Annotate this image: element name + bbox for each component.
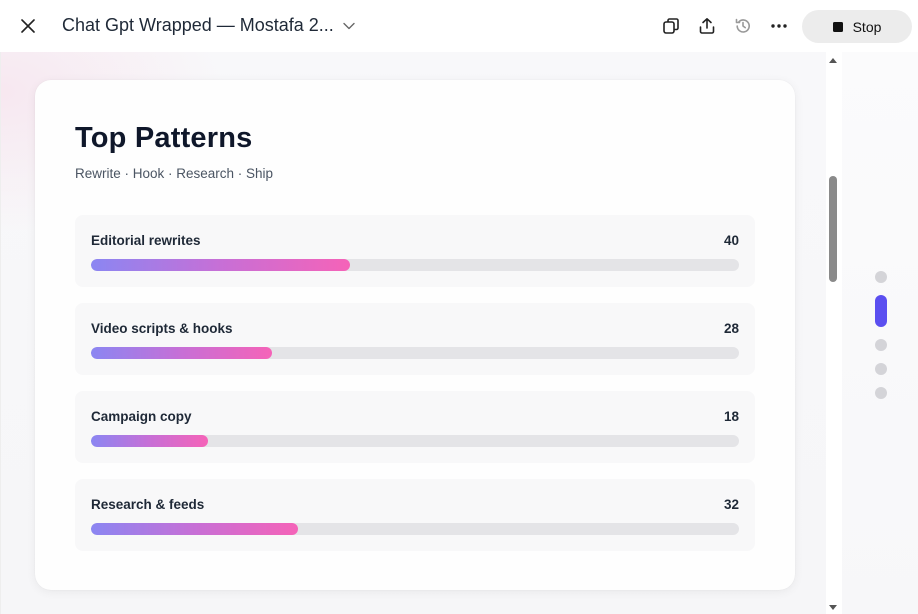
pattern-row: Editorial rewrites 40 [75,215,755,287]
close-icon [21,19,35,33]
pattern-count: 32 [723,497,739,512]
pattern-label: Research & feeds [91,497,205,512]
share-icon [699,18,715,34]
card-subtitle: Rewrite · Hook · Research · Ship [75,166,274,181]
pattern-row: Campaign copy 18 [75,391,755,463]
pattern-count: 40 [723,233,739,248]
slide-dot-active[interactable] [875,295,887,327]
scroll-down-arrow[interactable] [829,605,837,610]
slide-dot[interactable] [875,271,887,283]
pattern-label: Campaign copy [91,409,192,424]
title-dropdown-button[interactable] [340,17,358,35]
progress-track [91,435,739,447]
stop-button[interactable]: Stop [802,10,912,43]
more-icon [771,24,787,28]
pattern-label: Video scripts & hooks [91,321,233,336]
chevron-down-icon [343,22,355,30]
stop-icon [832,21,843,32]
progress-fill [91,259,351,271]
progress-track [91,259,739,271]
close-button[interactable] [16,14,40,38]
slide-dot[interactable] [875,387,887,399]
pattern-label: Editorial rewrites [91,233,201,248]
top-bar: Chat Gpt Wrapped — Mostafa 2... Stop [0,0,918,52]
vertical-scrollbar[interactable] [826,52,842,614]
progress-fill [91,435,208,447]
copy-button[interactable] [659,14,683,38]
slide-pager-rail [842,52,918,614]
pattern-row: Video scripts & hooks 28 [75,303,755,375]
card-title: Top Patterns [75,122,253,154]
progress-track [91,347,739,359]
pattern-row: Research & feeds 32 [75,479,755,551]
pattern-count: 18 [723,409,739,424]
history-icon [735,18,750,33]
top-patterns-card: Top Patterns Rewrite · Hook · Research ·… [35,80,795,590]
canvas-viewport: Top Patterns Rewrite · Hook · Research ·… [0,52,826,614]
version-history-button[interactable] [731,14,755,38]
copy-icon [663,18,679,34]
more-options-button[interactable] [767,14,791,38]
scrollbar-thumb[interactable] [829,176,837,282]
stop-label: Stop [852,18,882,35]
pattern-count: 28 [723,321,739,336]
progress-fill [91,347,273,359]
slide-dot[interactable] [875,363,887,375]
slide-dot[interactable] [875,339,887,351]
progress-fill [91,523,299,535]
share-button[interactable] [695,14,719,38]
scroll-up-arrow[interactable] [829,58,837,63]
progress-track [91,523,739,535]
document-title[interactable]: Chat Gpt Wrapped — Mostafa 2... [62,15,334,35]
